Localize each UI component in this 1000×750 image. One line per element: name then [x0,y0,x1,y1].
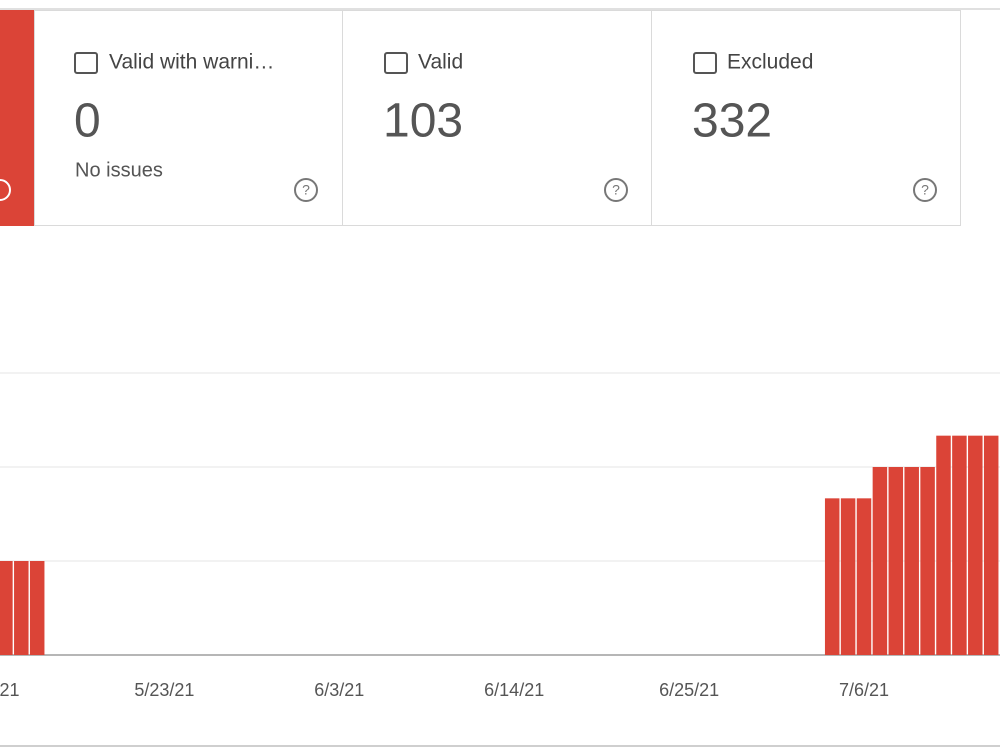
bar [936,435,951,655]
x-tick-label: 7/6/21 [839,680,889,700]
card-label: Excluded [727,51,813,74]
card[interactable]: Valid with warni… 0 No issues ? [34,10,343,226]
card-box [342,10,652,226]
help-icon[interactable] [294,178,318,202]
chart: 5/12/21 5/23/21 6/3/21 6/14/21 6/25/21 7/6/21 [0,372,1000,700]
card-box [651,10,961,226]
bar [856,498,872,655]
bar [952,435,967,655]
bar [983,435,999,655]
help-glyph: ? [612,182,620,198]
card[interactable]: Valid 103 ? [342,10,652,226]
bar [904,467,919,655]
bar [29,561,45,655]
card-label: Valid with warni… [109,51,274,74]
bar [968,435,983,655]
bar [824,498,840,655]
bar [840,498,856,655]
x-tick-label: 6/25/21 [659,680,719,700]
card-value: 332 [692,95,772,148]
bar [0,561,13,655]
checkbox[interactable] [384,52,408,74]
card-note: No issues [75,159,163,181]
bar [872,467,888,655]
card[interactable]: Excluded 332 ? [651,10,961,226]
bar [14,561,29,655]
x-tick-label: 6/3/21 [314,680,364,700]
error-card[interactable] [0,10,34,226]
help-icon[interactable] [0,179,11,201]
x-tick-label: 5/12/21 [0,680,20,700]
card-label: Valid [418,51,463,74]
x-tick-label: 5/23/21 [134,680,194,700]
card-box [34,10,343,226]
help-icon[interactable] [604,178,628,202]
help-glyph: ? [921,182,929,198]
card-value: 103 [383,95,463,148]
checkbox[interactable] [74,52,98,74]
card-value: 0 [74,95,101,148]
help-glyph: ? [302,182,310,198]
checkbox[interactable] [693,52,717,74]
x-tick-label: 6/14/21 [484,680,544,700]
help-icon[interactable] [913,178,937,202]
bar [920,467,935,655]
bar [888,467,904,655]
